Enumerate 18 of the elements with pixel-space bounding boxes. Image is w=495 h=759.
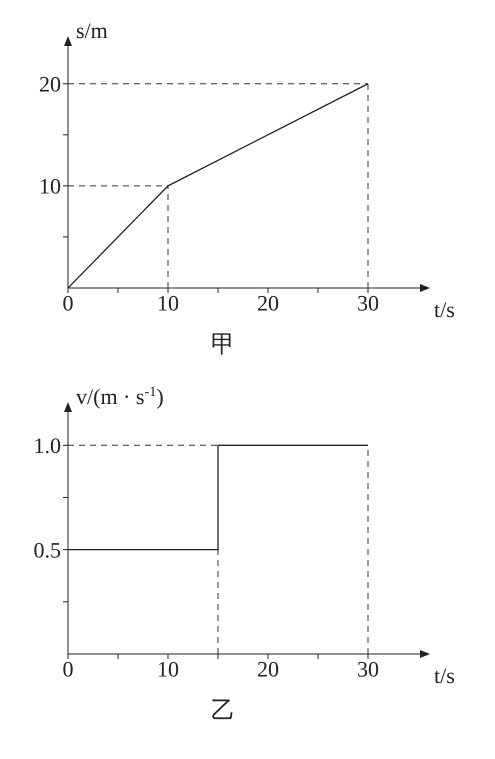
text: 乙 bbox=[211, 697, 235, 726]
x-tick-label: 10 bbox=[157, 290, 179, 316]
y-tick-label: 20 bbox=[39, 72, 61, 97]
x-tick-label: 0 bbox=[62, 290, 74, 316]
y-tick-label: 10 bbox=[39, 174, 61, 199]
x-tick-label: 30 bbox=[357, 656, 379, 682]
y-axis-title: s/m bbox=[76, 18, 108, 43]
x-tick-label: 10 bbox=[157, 656, 179, 682]
y-axis-title: v/(m · s$^{-1}$) bbox=[76, 384, 164, 409]
x-tick-label: 20 bbox=[257, 290, 279, 316]
y-tick-label: 1.0 bbox=[34, 433, 61, 458]
y-tick-label: 0.5 bbox=[34, 537, 61, 562]
x-tick-label: 20 bbox=[257, 656, 279, 682]
x-axis-title: t/s bbox=[434, 297, 455, 322]
text: 甲 bbox=[211, 331, 235, 360]
x-axis-title: t/s bbox=[434, 663, 455, 688]
x-tick-label: 0 bbox=[62, 656, 74, 682]
x-tick-label: 30 bbox=[357, 290, 379, 316]
